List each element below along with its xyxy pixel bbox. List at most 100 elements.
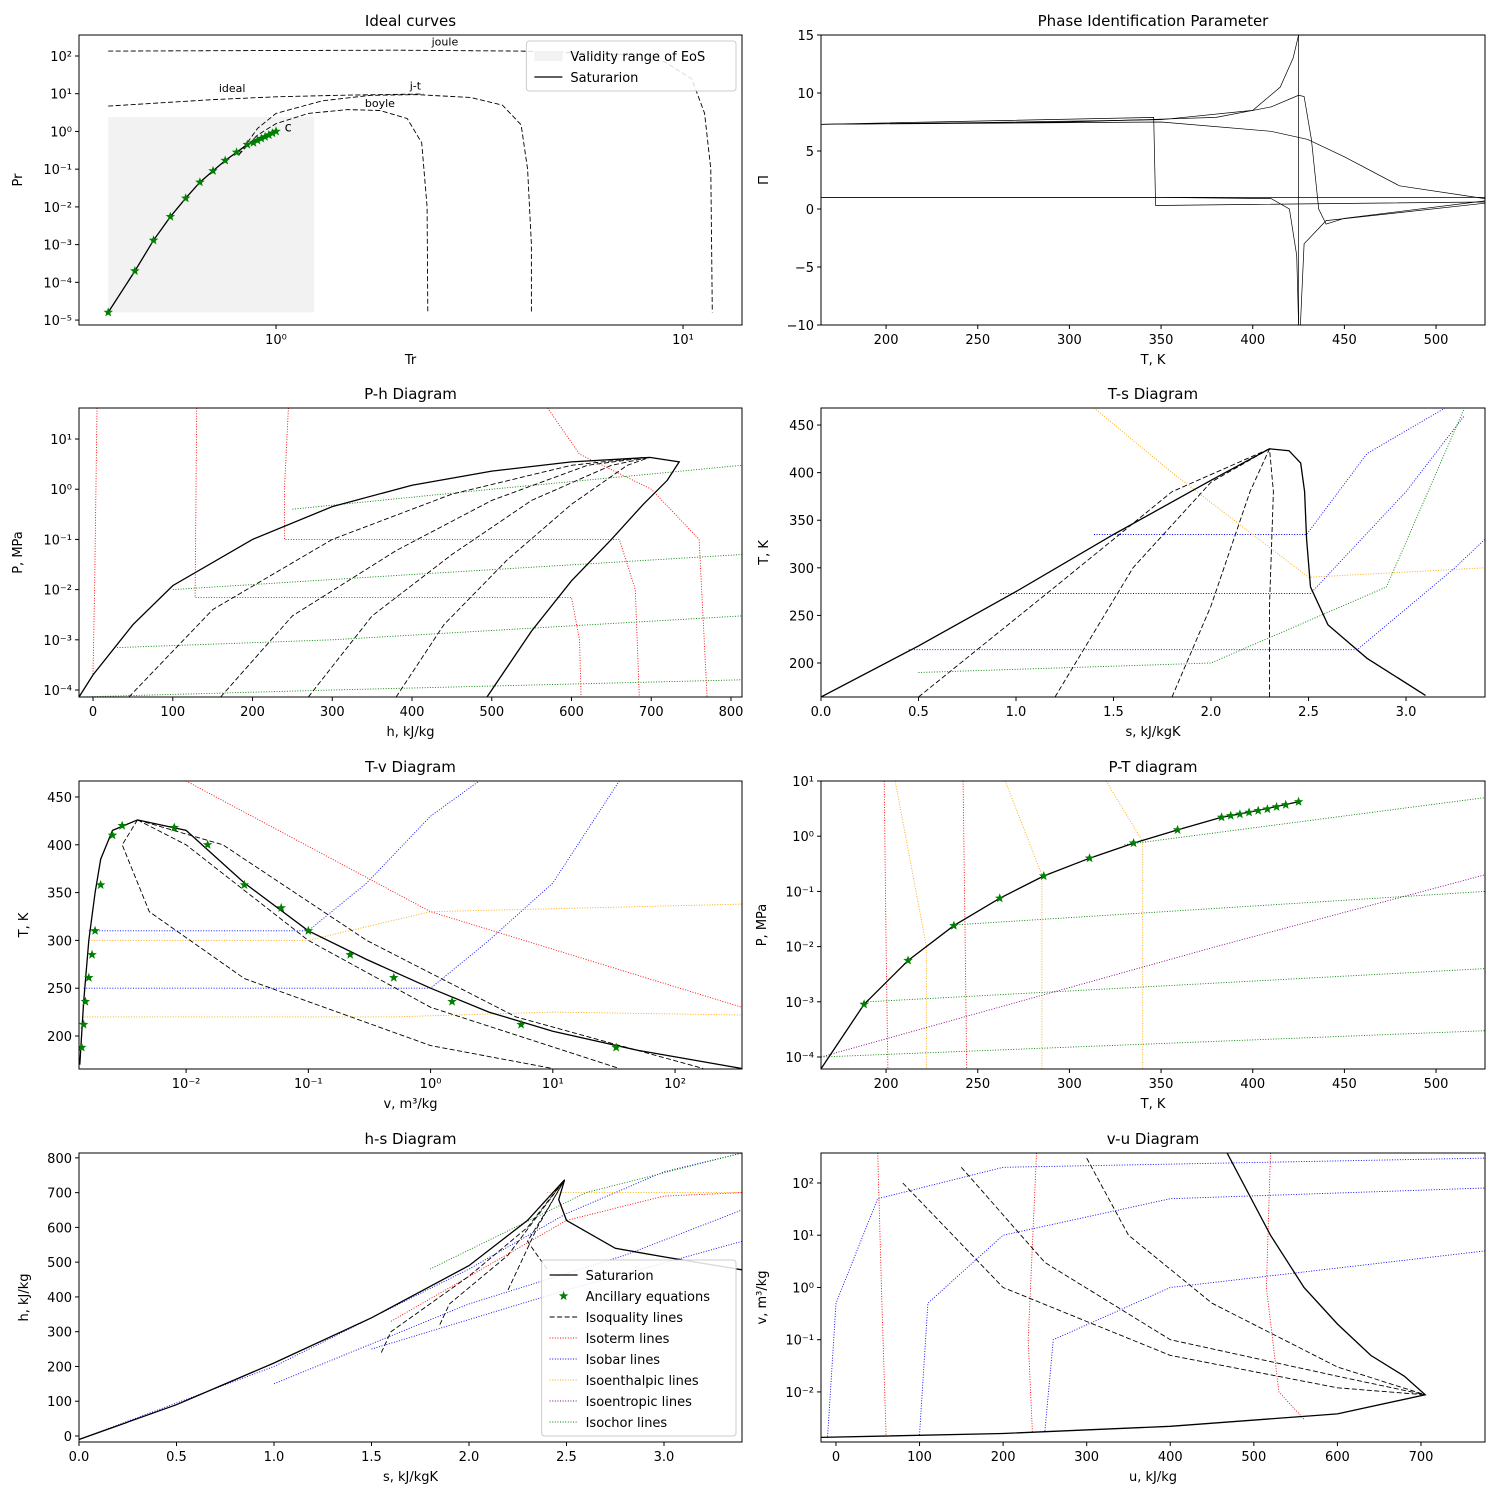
series-line bbox=[1044, 1250, 1485, 1431]
series-line bbox=[1300, 202, 1485, 325]
y-tick-label: 400 bbox=[789, 467, 814, 482]
series-line bbox=[292, 464, 742, 510]
marker bbox=[949, 920, 959, 930]
marker bbox=[389, 972, 399, 982]
x-tick-label: 300 bbox=[320, 705, 345, 720]
series-line bbox=[128, 456, 644, 697]
series-line bbox=[88, 903, 742, 941]
marker bbox=[165, 211, 176, 221]
x-tick-label: 250 bbox=[965, 333, 990, 348]
panel-title: Phase Identification Parameter bbox=[1038, 12, 1270, 30]
x-tick-label: 10⁻¹ bbox=[294, 1077, 323, 1092]
marker bbox=[107, 830, 118, 840]
y-tick-label: 250 bbox=[789, 609, 814, 624]
series-line bbox=[1171, 448, 1270, 697]
marker bbox=[181, 193, 191, 203]
y-tick-label: 350 bbox=[47, 887, 72, 902]
axes-frame bbox=[820, 1152, 1486, 1443]
series-line bbox=[1094, 408, 1446, 535]
y-tick-label: 0 bbox=[64, 1430, 72, 1445]
axes-frame bbox=[820, 407, 1486, 698]
marker bbox=[516, 1019, 526, 1029]
series-line bbox=[79, 1179, 742, 1441]
y-tick-label: 10¹ bbox=[792, 1229, 814, 1244]
y-tick-label: 10⁻⁴ bbox=[43, 684, 72, 699]
marker bbox=[264, 130, 274, 140]
series-line bbox=[390, 1192, 742, 1322]
curve-label: c bbox=[285, 120, 292, 135]
y-tick-label: 600 bbox=[47, 1221, 72, 1236]
y-tick-label: 400 bbox=[47, 1291, 72, 1306]
marker bbox=[252, 135, 263, 145]
series-line bbox=[908, 538, 1485, 651]
plot-area bbox=[821, 35, 1485, 325]
x-tick-label: 0 bbox=[89, 705, 97, 720]
curve-label: joule bbox=[431, 35, 459, 48]
marker bbox=[995, 893, 1005, 903]
y-tick-label: 450 bbox=[47, 791, 72, 806]
x-tick-label: 0.0 bbox=[811, 705, 832, 720]
y-axis-label: Pr bbox=[11, 173, 26, 187]
series-line bbox=[959, 890, 1485, 926]
y-tick-label: 10⁻² bbox=[785, 1386, 814, 1401]
x-tick-label: 3.0 bbox=[1396, 705, 1417, 720]
marker bbox=[1172, 824, 1183, 834]
series-line bbox=[79, 679, 742, 697]
y-tick-label: 10¹ bbox=[50, 88, 72, 103]
series-line bbox=[81, 1011, 742, 1018]
marker bbox=[611, 1042, 621, 1052]
legend-swatch bbox=[534, 51, 563, 61]
series-line bbox=[194, 408, 582, 697]
y-tick-label: 10⁻² bbox=[785, 941, 814, 956]
x-tick-label: 200 bbox=[991, 1450, 1016, 1465]
legend: Validity range of EoS Saturarion bbox=[525, 40, 737, 92]
marker bbox=[903, 955, 913, 965]
x-tick-label: 2.0 bbox=[1201, 705, 1222, 720]
legend-label: Validity range of EoS bbox=[570, 50, 705, 65]
series-line bbox=[821, 197, 1299, 325]
y-axis-label: P, MPa bbox=[11, 531, 26, 574]
plot-area bbox=[821, 408, 1485, 697]
x-tick-label: 100 bbox=[160, 705, 185, 720]
x-tick-label: 2.5 bbox=[556, 1450, 577, 1465]
x-tick-label: 600 bbox=[559, 705, 584, 720]
x-axis-label: T, K bbox=[1140, 353, 1166, 368]
y-tick-label: 10⁰ bbox=[792, 830, 814, 845]
x-tick-label: 1.0 bbox=[1006, 705, 1027, 720]
marker bbox=[90, 925, 100, 935]
y-tick-label: 250 bbox=[47, 982, 72, 997]
y-tick-label: 10¹ bbox=[50, 433, 72, 448]
y-tick-label: 10 bbox=[797, 87, 814, 102]
series-line bbox=[79, 819, 742, 1069]
y-tick-label: 10⁻¹ bbox=[43, 533, 72, 548]
panel: v-u Diagram u, kJ/kg v, m³/kg 0 100 200 300 400… bbox=[755, 1130, 1486, 1485]
y-tick-label: 10⁻² bbox=[43, 201, 72, 216]
legend-label: Isoentropic lines bbox=[586, 1395, 693, 1410]
panel-title: P-h Diagram bbox=[364, 385, 457, 403]
y-tick-label: 10¹ bbox=[792, 775, 814, 790]
series-line bbox=[380, 1179, 565, 1353]
y-tick-label: 300 bbox=[789, 562, 814, 577]
panel: Phase Identification Parameter T, K Π 200 25… bbox=[757, 12, 1486, 368]
marker bbox=[242, 139, 253, 149]
x-tick-label: 100 bbox=[907, 1450, 932, 1465]
x-tick-label: 700 bbox=[1409, 1450, 1434, 1465]
marker bbox=[1262, 804, 1273, 814]
series-line bbox=[307, 456, 650, 697]
marker bbox=[260, 131, 270, 141]
series-line bbox=[185, 781, 742, 1008]
marker bbox=[248, 137, 259, 147]
x-axis-label: v, m³/kg bbox=[384, 1097, 438, 1112]
y-tick-label: 5 bbox=[806, 145, 814, 160]
x-tick-label: 0.0 bbox=[69, 1450, 90, 1465]
x-tick-label: 350 bbox=[1149, 333, 1174, 348]
axes-frame bbox=[78, 34, 743, 326]
series-line bbox=[79, 1153, 742, 1440]
series-line bbox=[1105, 781, 1144, 1069]
x-tick-label: 10¹ bbox=[542, 1077, 564, 1092]
y-tick-label: −5 bbox=[795, 261, 814, 276]
x-tick-label: 0 bbox=[832, 1450, 840, 1465]
series-line bbox=[821, 801, 1299, 1069]
panel: Ideal curves Tr Pr 10⁰ 10¹ 10⁻⁵ 10⁻⁴ 10⁻³ 10⁻² 10… bbox=[11, 12, 743, 368]
y-tick-label: 450 bbox=[789, 419, 814, 434]
